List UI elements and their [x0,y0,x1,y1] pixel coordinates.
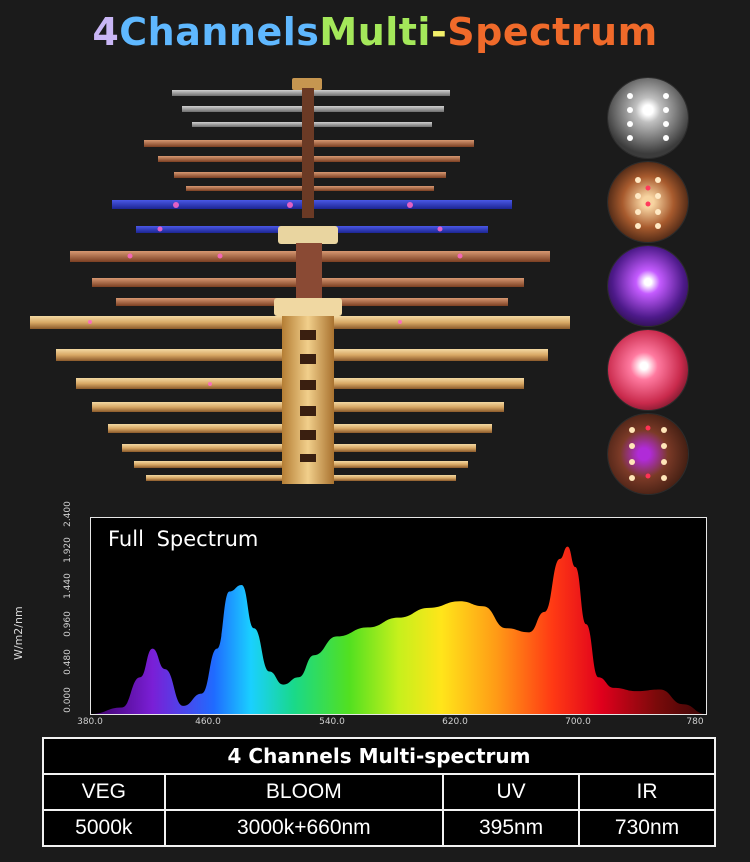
title-part: Spectrum [447,10,658,54]
y-tick-label: 1.920 [63,537,73,563]
warm-led-closeup-icon [608,162,688,242]
x-tick-label: 620.0 [442,717,468,727]
led-grow-light-product-image [30,78,570,484]
y-tick-label: 2.400 [63,501,73,527]
led-closeup-thumbnails [608,78,690,498]
x-tick-label: 540.0 [319,717,345,727]
uv-led-closeup-icon [608,246,688,326]
chart-title: Full Spectrum [108,527,259,551]
title-part: - [430,10,448,54]
red-led-closeup-icon [608,330,688,410]
y-tick-label: 0.480 [63,649,73,675]
table-header-cell: UV [442,773,581,811]
spectrum-svg [91,546,706,714]
y-axis-label: W/m2/nm [12,606,25,660]
x-tick-label: 460.0 [195,717,221,727]
table-cell: 395nm [442,809,581,847]
mixed-led-closeup-icon [608,414,688,494]
table-row: VEG BLOOM UV IR [42,773,716,811]
table-cell: 5000k [42,809,166,847]
table-header-cell: BLOOM [163,773,445,811]
center-spine [274,78,342,484]
white-led-closeup-icon [608,78,688,158]
x-tick-label: 780 [686,717,704,727]
title-part: 4 [92,10,120,54]
table-header-cell: VEG [42,773,166,811]
spectrum-plot-area [90,517,707,715]
page-title: 4 Channels Multi-Spectrum [0,10,750,60]
title-part: Channels [119,10,320,54]
table-cell: 730nm [578,809,716,847]
title-part: Multi [319,10,431,54]
y-tick-label: 0.960 [63,611,73,637]
x-tick-label: 380.0 [77,717,103,727]
spectrum-chart: W/m2/nm 0.000 0.480 0.960 1.440 1.920 2.… [12,501,740,733]
table-cell: 3000k+660nm [163,809,445,847]
y-tick-label: 0.000 [63,687,73,713]
spectrum-area [91,546,706,714]
table-header-cell: IR [578,773,716,811]
x-tick-label: 700.0 [565,717,591,727]
table-row: 5000k 3000k+660nm 395nm 730nm [42,809,716,847]
y-tick-label: 1.440 [63,573,73,599]
table-title: 4 Channels Multi-spectrum [42,737,716,775]
spectrum-spec-table: 4 Channels Multi-spectrum VEG BLOOM UV I… [42,737,716,847]
